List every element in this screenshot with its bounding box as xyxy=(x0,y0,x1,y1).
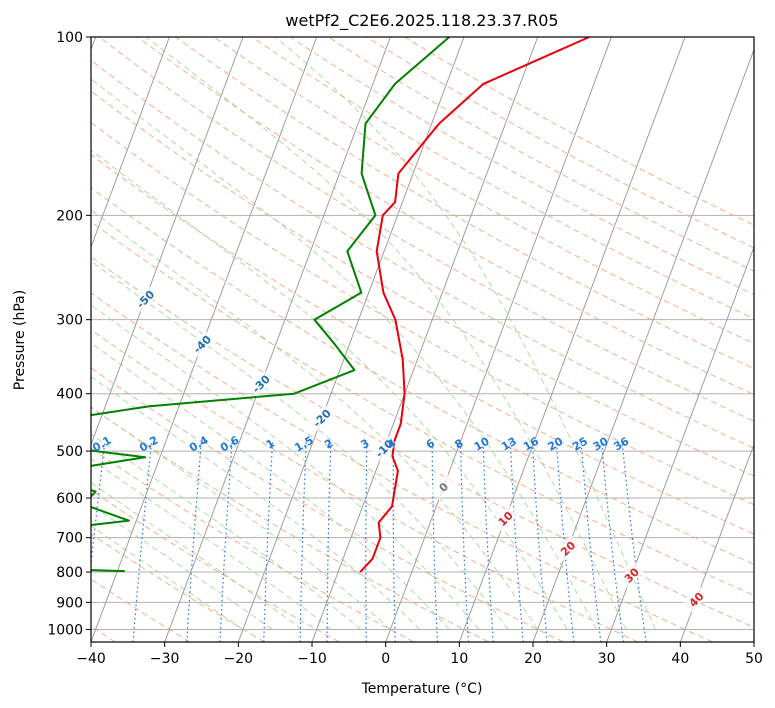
mixing-ratio-line xyxy=(509,440,524,642)
dry-adiabat-line xyxy=(251,37,754,320)
y-tick-label: 200 xyxy=(56,208,83,224)
isotherm-line xyxy=(311,37,539,642)
x-tick-label: 40 xyxy=(671,651,689,667)
y-axis-title: Pressure (hPa) xyxy=(12,290,28,390)
mixing-ratio-line xyxy=(299,440,307,642)
x-axis-title: Temperature (°C) xyxy=(361,681,483,697)
plot-area xyxy=(91,37,754,642)
mixing-ratio-line xyxy=(431,440,438,642)
isotherm-line xyxy=(91,37,244,446)
isotherm-label-bg xyxy=(131,285,159,312)
y-tick-label: 100 xyxy=(56,30,83,46)
isotherm-label-bg xyxy=(430,473,457,500)
moist-adiabat-line xyxy=(91,78,598,630)
temperature-profile-line xyxy=(359,37,590,573)
moist-adiabat-line xyxy=(91,433,362,630)
x-tick-label: −10 xyxy=(297,651,327,667)
mixing-ratio-line xyxy=(555,440,575,642)
isotherm-label-bg xyxy=(491,505,519,532)
x-tick-label: 10 xyxy=(450,651,468,667)
mixing-ratio-line xyxy=(580,440,602,642)
moist-adiabat-line xyxy=(91,149,568,630)
mixing-ratio-line xyxy=(531,440,548,642)
dry-adiabat-line xyxy=(91,187,754,565)
mixing-ratio-line xyxy=(219,440,233,642)
x-tick-label: 20 xyxy=(524,651,542,667)
y-tick-label: 300 xyxy=(56,313,83,329)
x-tick-label: 50 xyxy=(745,651,763,667)
dry-adiabat-line xyxy=(98,37,754,422)
moist-adiabat-line xyxy=(91,209,539,630)
isotherm-label-bg xyxy=(247,370,274,397)
x-tick-label: 30 xyxy=(598,651,616,667)
isotherm-line xyxy=(458,37,686,642)
isotherm-label-bg xyxy=(618,561,645,588)
isotherm-line xyxy=(164,37,391,642)
y-tick-label: 400 xyxy=(56,387,83,403)
isotherm-label-bg xyxy=(554,535,581,562)
isotherm-line xyxy=(606,245,754,642)
mixing-ratio-line xyxy=(600,440,624,642)
dry-adiabat-line xyxy=(91,406,489,642)
dry-adiabat-line xyxy=(91,533,265,642)
mixing-ratio-line xyxy=(326,440,332,642)
mixing-ratio-line xyxy=(621,440,647,642)
isotherm-line xyxy=(385,37,612,642)
plot-frame xyxy=(90,36,755,643)
x-tick-label: −30 xyxy=(150,651,180,667)
moist-adiabat-line xyxy=(91,481,303,630)
moist-adiabat-line xyxy=(91,458,332,630)
isotherm-line xyxy=(91,37,170,249)
moist-adiabat-line xyxy=(145,37,627,630)
dry-adiabat-line xyxy=(289,37,754,296)
x-tick-label: 0 xyxy=(381,651,390,667)
mixing-ratio-line xyxy=(263,440,274,642)
isotherm-label-bg xyxy=(682,586,709,613)
moist-adiabat-line xyxy=(91,504,273,630)
isotherm-label-bg xyxy=(308,404,335,431)
moist-adiabat-line xyxy=(91,406,391,630)
y-tick-label: 600 xyxy=(56,491,83,507)
moist-adiabat-line xyxy=(91,376,421,630)
y-tick-label: 500 xyxy=(56,444,83,460)
moist-adiabat-line xyxy=(91,342,450,630)
chart-title: wetPf2_C2E6.2025.118.23.37.R05 xyxy=(285,11,558,31)
mixing-ratio-line xyxy=(482,440,494,642)
moist-adiabat-line xyxy=(91,525,244,630)
x-tick-label: −20 xyxy=(224,651,254,667)
dry-adiabat-line xyxy=(91,90,754,477)
mixing-ratio-line xyxy=(132,440,153,642)
y-tick-label: 900 xyxy=(56,595,83,611)
moist-adiabat-line xyxy=(275,37,657,630)
dry-adiabat-line xyxy=(91,489,340,642)
y-tick-label: 800 xyxy=(56,565,83,581)
mixing-ratio-line xyxy=(392,440,396,642)
dewpoint-profile-line xyxy=(91,37,450,573)
dry-adiabat-line xyxy=(91,292,713,642)
isotherm-label-bg xyxy=(188,330,215,357)
dry-adiabat-line xyxy=(137,37,754,396)
y-tick-label: 700 xyxy=(56,531,83,547)
y-axis-ticks: 100 200 300 400 500 600 700 800 900 1000 xyxy=(47,30,91,638)
dry-adiabat-line xyxy=(91,367,564,642)
pressure-gridlines xyxy=(91,37,754,630)
isotherm-line xyxy=(679,443,754,642)
profile-lines xyxy=(91,37,590,573)
mixing-ratio-line xyxy=(186,440,203,642)
dry-adiabat-line xyxy=(91,121,754,506)
dry-adiabat-line xyxy=(91,154,754,535)
x-tick-label: −40 xyxy=(76,651,106,667)
moist-adiabat-line xyxy=(91,260,509,630)
moist-adiabat-line xyxy=(91,304,480,630)
mixing-ratio-line xyxy=(365,440,368,642)
moist-adiabats xyxy=(91,37,657,630)
mixing-ratio-line xyxy=(459,440,470,642)
isotherm-label-bg xyxy=(370,435,397,462)
x-axis-ticks: −40 −30 −20 −10 0 10 20 30 40 50 xyxy=(76,642,763,667)
y-tick-label: 1000 xyxy=(47,622,83,638)
